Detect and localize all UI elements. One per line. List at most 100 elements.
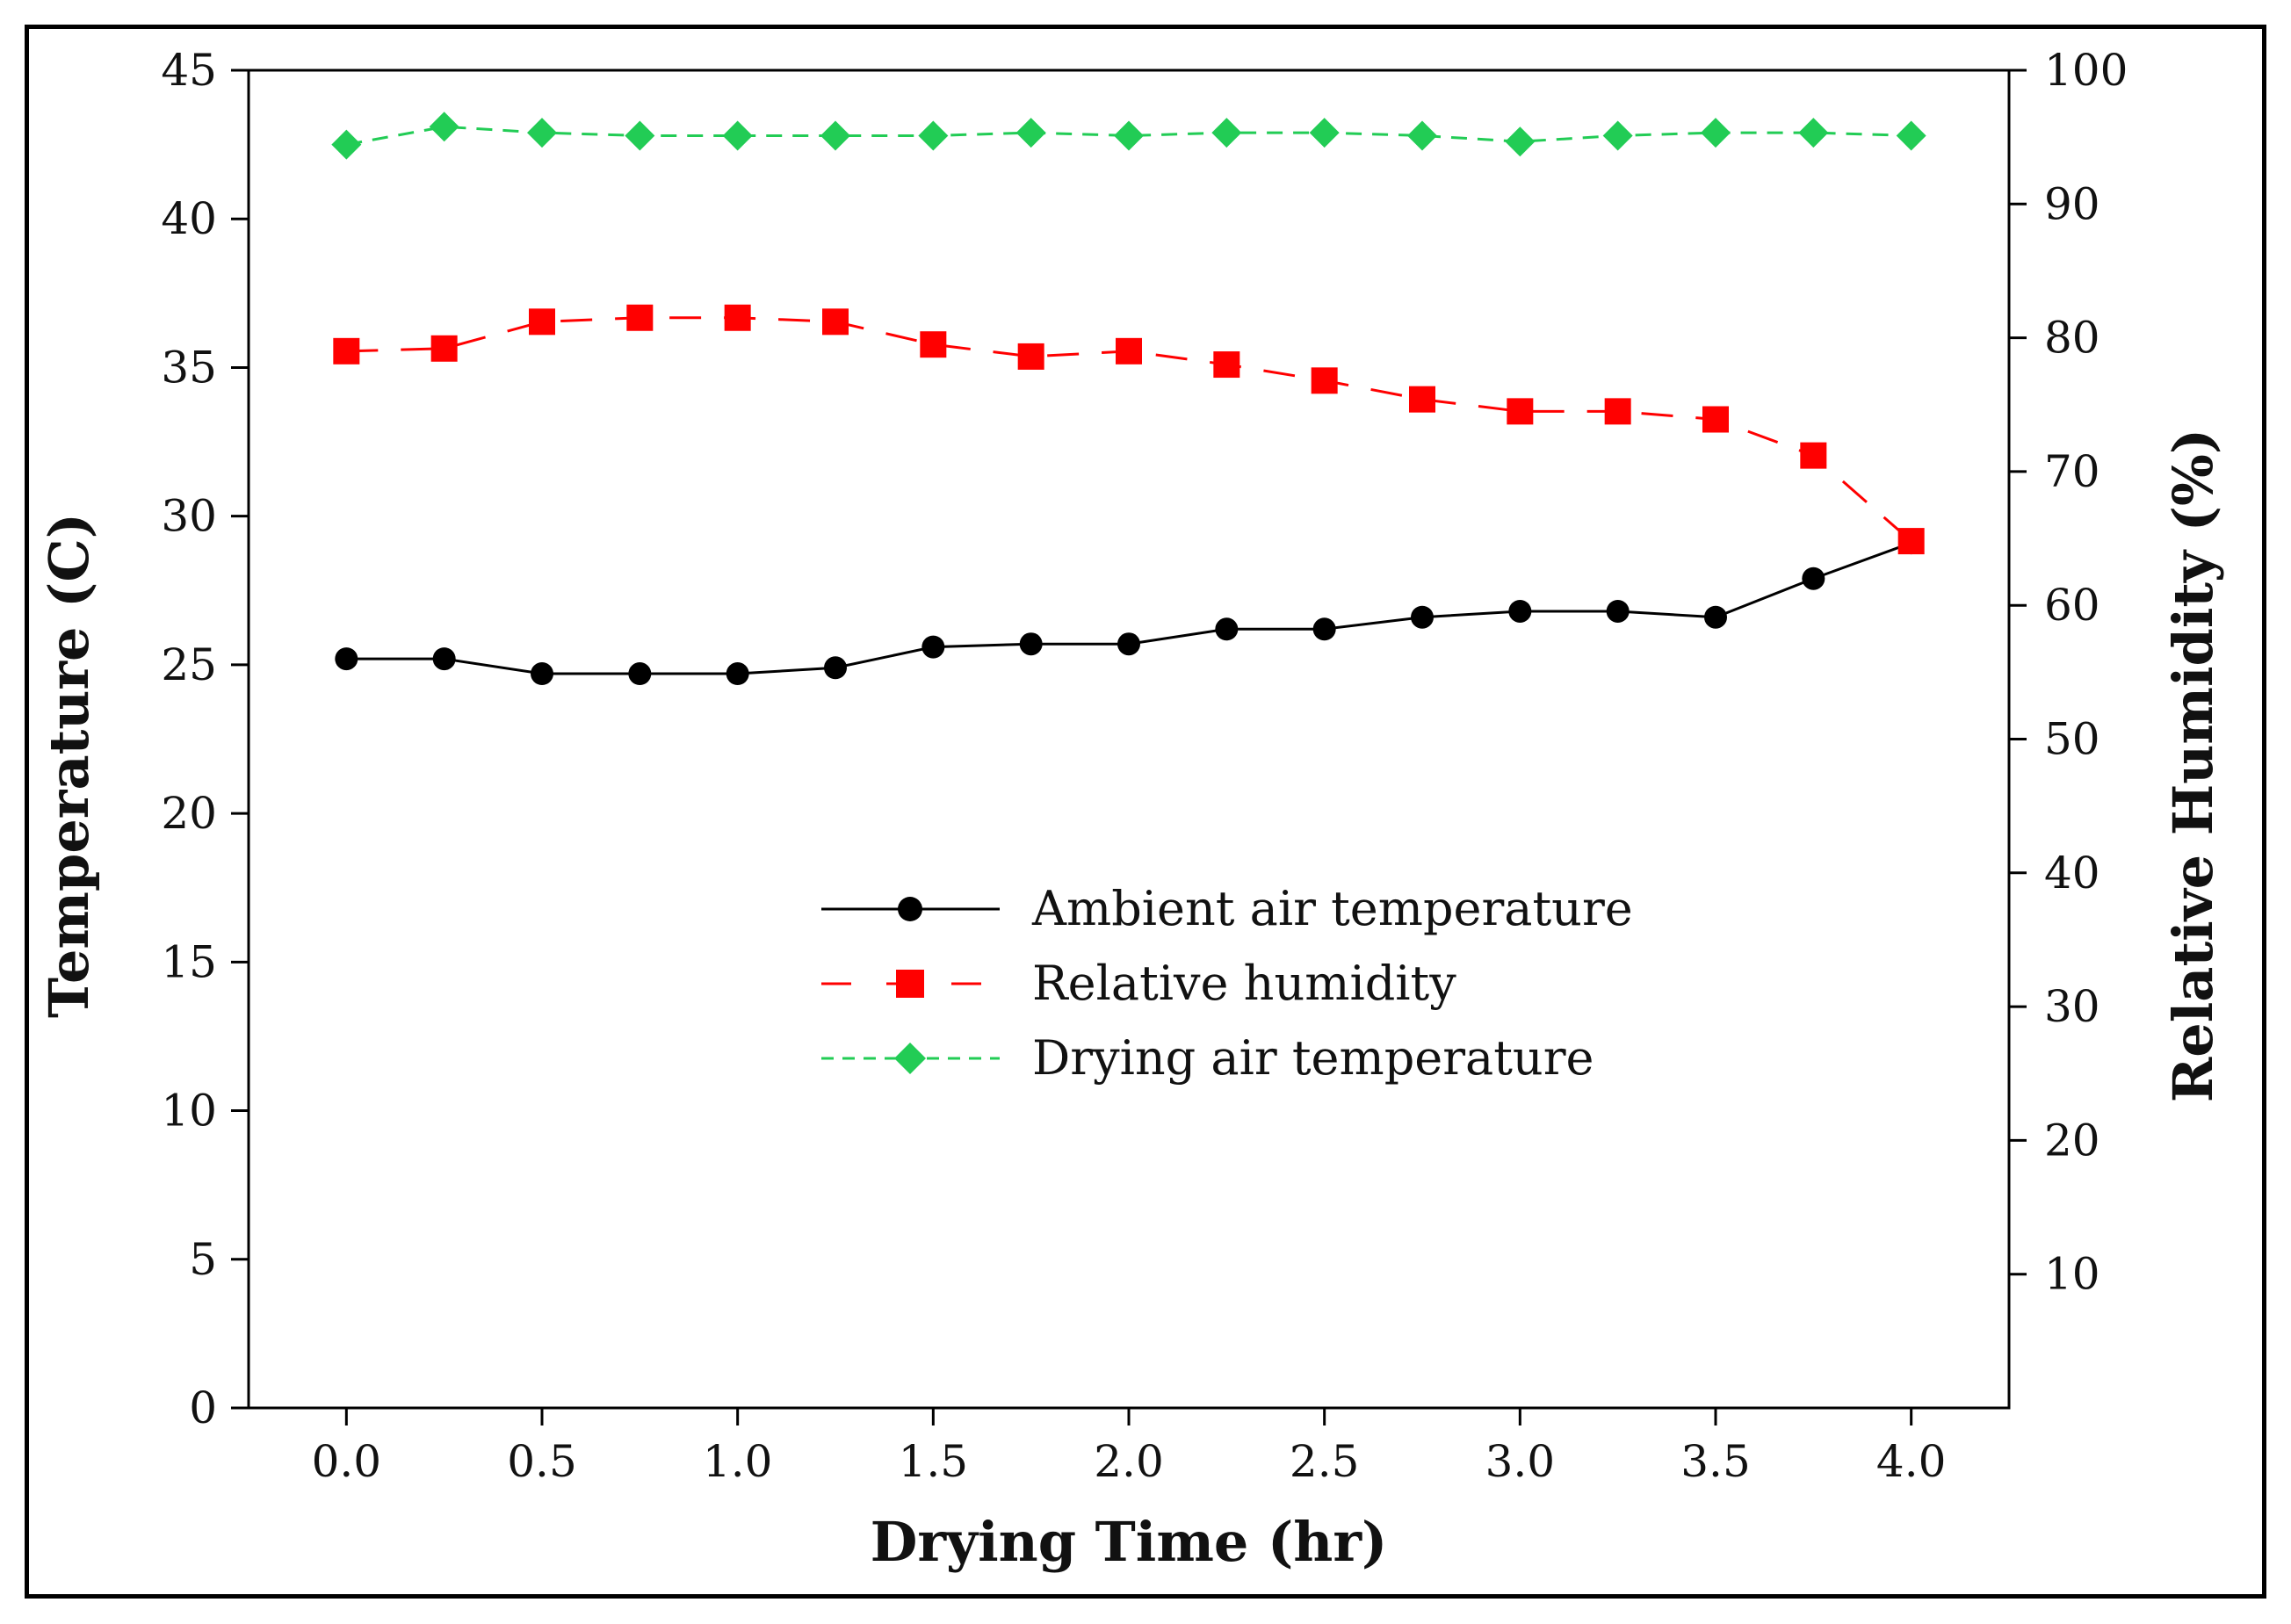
point-relative-humidity <box>1507 398 1534 425</box>
legend-marker-humidity <box>896 970 924 998</box>
point-ambient-air-temperature <box>726 662 749 686</box>
y-left-tick-label: 25 <box>161 639 217 690</box>
point-drying-air-temperature <box>1407 120 1437 151</box>
point-relative-humidity <box>920 331 947 358</box>
legend: Ambient air temperature Relative humidit… <box>821 881 1633 1086</box>
point-drying-air-temperature <box>1505 126 1536 157</box>
y-left-tick-label: 40 <box>161 193 217 244</box>
point-ambient-air-temperature <box>921 635 945 659</box>
point-drying-air-temperature <box>722 120 753 151</box>
y-right-tick-label: 60 <box>2044 580 2100 631</box>
point-drying-air-temperature <box>1602 120 1633 151</box>
legend-entry-humidity: Relative humidity <box>821 956 1456 1011</box>
y-right-tick-label: 70 <box>2044 446 2100 497</box>
point-drying-air-temperature <box>1798 118 1829 148</box>
point-relative-humidity <box>1409 386 1435 413</box>
point-relative-humidity <box>1116 337 1142 364</box>
x-tick-label: 3.5 <box>1680 1436 1751 1487</box>
legend-marker-ambient <box>898 897 922 921</box>
y-left-tick-label: 5 <box>189 1234 217 1285</box>
y-right-tick-label: 80 <box>2044 313 2100 364</box>
legend-label-ambient: Ambient air temperature <box>1031 881 1633 936</box>
point-ambient-air-temperature <box>432 647 456 671</box>
point-ambient-air-temperature <box>1215 617 1239 641</box>
point-relative-humidity <box>626 304 654 331</box>
point-drying-air-temperature <box>429 112 459 142</box>
point-ambient-air-temperature <box>1606 599 1630 623</box>
point-ambient-air-temperature <box>1117 632 1140 656</box>
x-tick-label: 2.5 <box>1290 1436 1360 1487</box>
point-drying-air-temperature <box>1701 118 1731 148</box>
point-relative-humidity <box>1604 398 1631 425</box>
series-ambient-air-temperature <box>335 531 1923 686</box>
y-left-tick-label: 20 <box>161 788 217 839</box>
x-axis-ticks: 0.0 0.5 1.0 1.5 2.0 2.5 3.0 3.5 4.0 <box>312 1408 1947 1487</box>
point-relative-humidity <box>529 308 555 336</box>
y-right-axis-title: Relative Humidity (%) <box>2161 429 2225 1103</box>
point-relative-humidity <box>1800 442 1827 469</box>
point-drying-air-temperature <box>1309 118 1340 148</box>
point-drying-air-temperature <box>820 120 850 151</box>
y-right-tick-label: 50 <box>2044 714 2100 765</box>
point-relative-humidity <box>1897 528 1925 555</box>
x-tick-label: 1.5 <box>899 1436 969 1487</box>
x-tick-label: 4.0 <box>1876 1436 1947 1487</box>
point-ambient-air-temperature <box>1019 632 1043 656</box>
legend-entry-drying: Drying air temperature <box>821 1030 1594 1086</box>
y-left-tick-label: 15 <box>161 936 217 987</box>
point-ambient-air-temperature <box>1312 617 1336 641</box>
y-right-tick-label: 90 <box>2044 178 2100 229</box>
point-ambient-air-temperature <box>824 656 847 680</box>
point-relative-humidity <box>1702 406 1729 433</box>
point-drying-air-temperature <box>918 120 949 151</box>
point-drying-air-temperature <box>1896 120 1926 151</box>
point-drying-air-temperature <box>1114 120 1144 151</box>
point-relative-humidity <box>430 335 458 362</box>
y-right-tick-label: 20 <box>2044 1115 2100 1166</box>
y-right-tick-label: 40 <box>2044 848 2100 899</box>
y-right-tick-label: 30 <box>2044 981 2100 1032</box>
x-tick-label: 1.0 <box>703 1436 773 1487</box>
x-tick-label: 3.0 <box>1485 1436 1556 1487</box>
y-left-tick-label: 35 <box>161 342 217 393</box>
y-left-axis-title: Temperature (C) <box>37 513 101 1018</box>
y-left-axis-ticks: 0 5 10 15 20 25 30 35 40 45 <box>161 45 249 1433</box>
point-relative-humidity <box>822 308 849 336</box>
y-left-tick-label: 0 <box>189 1382 217 1433</box>
legend-marker-drying <box>894 1043 926 1074</box>
series-relative-humidity <box>333 304 1925 555</box>
point-relative-humidity <box>724 304 751 331</box>
series-drying-air-temperature <box>331 112 1926 160</box>
legend-label-humidity: Relative humidity <box>1032 956 1456 1011</box>
series-layer <box>331 112 1926 686</box>
x-tick-label: 2.0 <box>1094 1436 1164 1487</box>
x-axis-title: Drying Time (hr) <box>871 1510 1388 1574</box>
point-ambient-air-temperature <box>1411 605 1434 629</box>
legend-entry-ambient: Ambient air temperature <box>821 881 1633 936</box>
y-right-axis-ticks: 10 20 30 40 50 60 70 80 90 100 <box>2009 45 2128 1300</box>
figure-frame <box>25 25 2266 1599</box>
point-drying-air-temperature <box>331 129 362 160</box>
point-ambient-air-temperature <box>1704 605 1727 629</box>
legend-label-drying: Drying air temperature <box>1032 1030 1594 1086</box>
y-right-tick-label: 10 <box>2044 1249 2100 1300</box>
x-tick-label: 0.5 <box>507 1436 577 1487</box>
y-left-tick-label: 10 <box>161 1086 217 1137</box>
point-drying-air-temperature <box>1015 118 1046 148</box>
x-tick-label: 0.0 <box>312 1436 382 1487</box>
point-drying-air-temperature <box>625 120 655 151</box>
point-relative-humidity <box>1311 367 1338 394</box>
point-relative-humidity <box>1213 351 1240 379</box>
point-ambient-air-temperature <box>628 662 652 686</box>
y-left-tick-label: 30 <box>161 491 217 542</box>
point-ambient-air-temperature <box>335 647 358 671</box>
point-drying-air-temperature <box>1211 118 1242 148</box>
point-ambient-air-temperature <box>1508 599 1532 623</box>
y-right-tick-label: 100 <box>2044 45 2128 96</box>
series-line-drying-air-temperature <box>346 125 1912 147</box>
point-ambient-air-temperature <box>531 662 553 686</box>
point-relative-humidity <box>1017 343 1044 370</box>
point-relative-humidity <box>333 337 360 364</box>
plot-area-frame <box>247 69 2011 1410</box>
